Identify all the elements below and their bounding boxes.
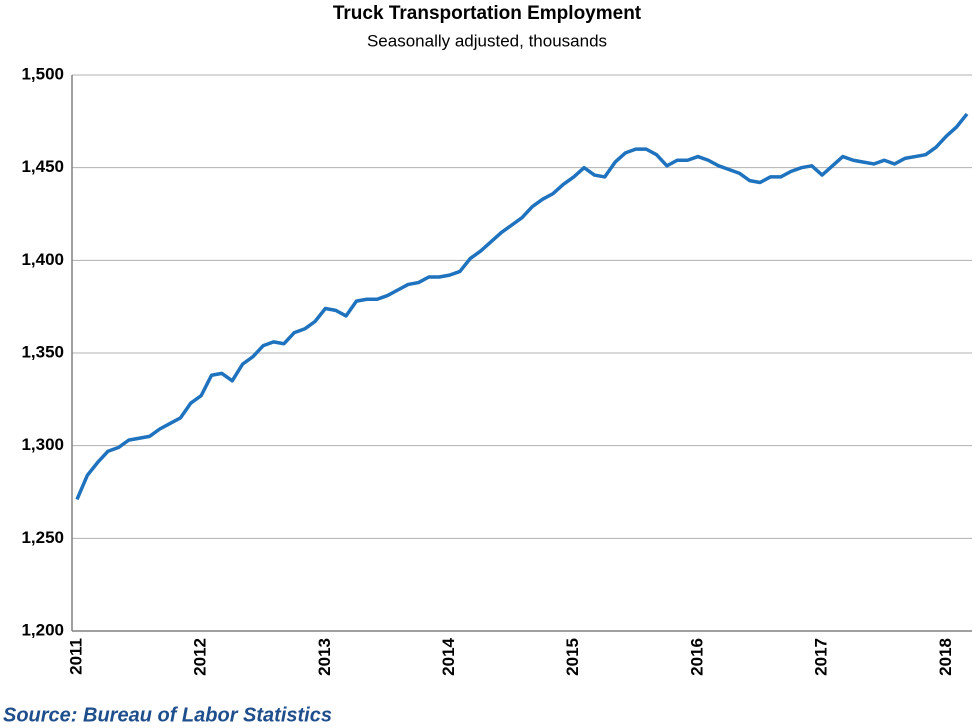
- data-line: [75, 112, 969, 501]
- y-tick-label: 1,300: [21, 435, 64, 454]
- x-tick-label: 2014: [439, 637, 458, 675]
- x-tick-label: 2013: [315, 638, 334, 676]
- y-tick-label: 1,400: [21, 250, 64, 269]
- y-tick-label: 1,200: [21, 620, 64, 639]
- x-tick-label: 2017: [812, 638, 831, 676]
- x-tick-label: 2016: [687, 638, 706, 676]
- x-tick-label: 2015: [563, 638, 582, 676]
- x-tick-label: 2011: [66, 638, 85, 675]
- y-tick-label: 1,350: [21, 342, 64, 361]
- chart-subtitle: Seasonally adjusted, thousands: [367, 31, 607, 50]
- y-tick-label: 1,250: [21, 528, 64, 547]
- x-tick-label: 2012: [191, 638, 210, 676]
- y-tick-label: 1,500: [21, 64, 64, 83]
- y-tick-label: 1,450: [21, 157, 64, 176]
- source-note: Source: Bureau of Labor Statistics: [3, 704, 332, 726]
- chart-title: Truck Transportation Employment: [333, 3, 642, 24]
- x-tick-label: 2018: [936, 638, 955, 676]
